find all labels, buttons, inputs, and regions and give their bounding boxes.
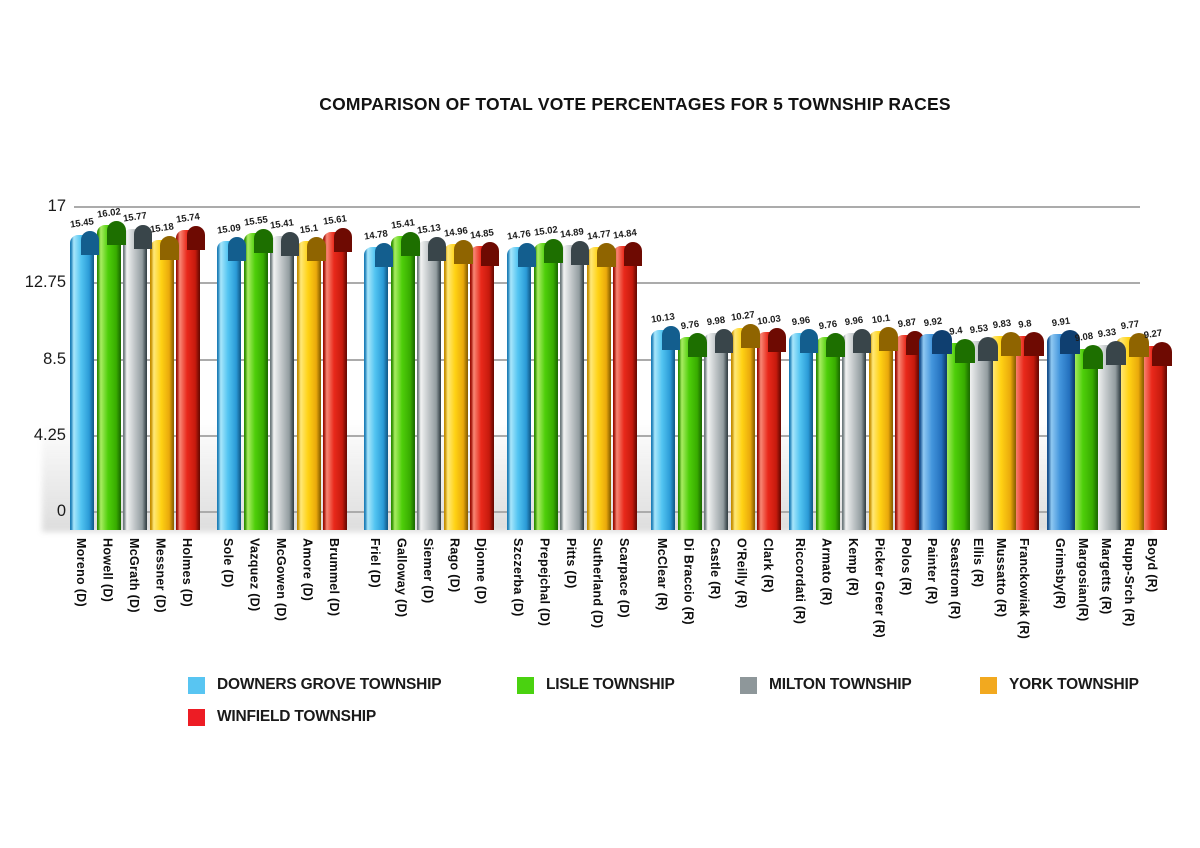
legend-label: DOWNERS GROVE TOWNSHIP <box>217 676 442 693</box>
bar <box>1047 330 1080 530</box>
bar <box>123 225 152 530</box>
candidate-label: Sutherland (D) <box>590 538 605 629</box>
candidate-label: Kemp (R) <box>846 538 860 596</box>
candidate-label: Polos (R) <box>899 538 913 596</box>
bar <box>651 326 680 530</box>
bar <box>96 220 126 530</box>
y-tick-label: 12.75 <box>24 273 66 292</box>
candidate-label: Clark (R) <box>761 538 775 593</box>
legend-item: DOWNERS GROVE TOWNSHIP <box>188 676 442 694</box>
candidate-label: Painter (R) <box>925 538 939 605</box>
candidate-label: Djonne (D) <box>474 538 488 605</box>
candidate-label: Pitts (D) <box>564 538 578 589</box>
candidate-label: Mussatto (R) <box>994 538 1008 618</box>
candidate-label: Scarpace (D) <box>617 538 631 619</box>
bar-value-label: 15.61 <box>322 213 348 228</box>
bar <box>243 229 273 530</box>
bar <box>677 332 707 530</box>
candidate-label: Seastrom (R) <box>948 538 962 620</box>
candidate-label: Howell (D) <box>100 538 115 603</box>
chart-title: COMPARISON OF TOTAL VOTE PERCENTAGES FOR… <box>319 94 951 114</box>
bar <box>533 238 563 530</box>
legend-swatch <box>980 676 997 694</box>
bar <box>842 329 871 530</box>
legend-label: WINFIELD TOWNSHIP <box>217 708 377 725</box>
candidate-label: Holmes (D) <box>180 538 194 607</box>
bar <box>364 242 393 530</box>
legend-swatch <box>517 676 534 694</box>
bar <box>919 330 952 530</box>
candidate-label: Rupp-Srch (R) <box>1122 538 1136 627</box>
bar <box>149 235 179 530</box>
y-tick-label: 8.5 <box>43 349 66 368</box>
bar <box>417 236 446 530</box>
bar <box>323 227 352 530</box>
candidate-label: O'Reilly (R) <box>734 538 749 609</box>
bar <box>789 329 818 530</box>
bar <box>704 328 733 530</box>
bar <box>868 326 898 530</box>
bar <box>470 241 499 530</box>
candidate-label: McGrath (D) <box>127 538 141 613</box>
y-tick-label: 17 <box>47 197 66 215</box>
legend-item: WINFIELD TOWNSHIP <box>188 708 376 726</box>
candidate-label: McClear (R) <box>655 538 669 611</box>
legend-item: YORK TOWNSHIP <box>980 676 1139 694</box>
bar <box>613 241 642 530</box>
legend-item: MILTON TOWNSHIP <box>740 676 912 694</box>
bar <box>895 330 924 530</box>
legend-label: MILTON TOWNSHIP <box>769 676 912 693</box>
bar <box>443 239 473 530</box>
bar <box>507 243 536 530</box>
candidate-label: Grimsby(R) <box>1053 538 1067 610</box>
candidate-label: Franckowiak (R) <box>1017 538 1031 640</box>
candidate-label: Galloway (D) <box>394 538 409 618</box>
legend-swatch <box>188 708 205 726</box>
y-tick-label: 4.25 <box>33 425 66 444</box>
bar <box>217 237 246 530</box>
bar-value-label: 15.74 <box>175 210 201 226</box>
legend-swatch <box>740 676 757 694</box>
candidate-label: Sole (D) <box>221 538 235 588</box>
bar <box>815 332 845 530</box>
candidate-label: McGowen (D) <box>274 538 288 622</box>
bar <box>296 237 326 530</box>
candidate-label: Castle (R) <box>708 538 722 600</box>
candidate-label: Margetts (R) <box>1099 538 1113 615</box>
candidate-label: Boyd (R) <box>1145 538 1159 593</box>
candidate-label: Prepejchal (D) <box>537 538 552 627</box>
candidate-label: Friel (D) <box>368 538 382 588</box>
bar <box>560 240 589 530</box>
candidate-label: Siemer (D) <box>421 538 435 604</box>
gridline <box>74 206 1140 208</box>
y-tick-label: 0 <box>56 502 66 520</box>
candidate-label: Picker Greer (R) <box>872 538 887 638</box>
candidate-label: Ellis (R) <box>971 538 985 588</box>
candidate-label: Vazquez (D) <box>247 538 262 612</box>
bar <box>390 231 420 530</box>
candidate-label: Szczerba (D) <box>511 538 525 617</box>
candidate-label: Armato (R) <box>819 538 834 606</box>
bar <box>730 323 760 530</box>
candidate-label: Messner (D) <box>153 538 168 613</box>
legend-swatch <box>188 676 205 694</box>
bar <box>586 243 616 530</box>
candidate-label: Rago (D) <box>447 538 462 593</box>
bar <box>176 225 205 530</box>
candidate-label: Riccordati (R) <box>793 538 807 625</box>
bar <box>757 328 786 530</box>
legend-item: LISLE TOWNSHIP <box>517 676 675 694</box>
candidate-label: Brummel (D) <box>327 538 341 617</box>
candidate-label: Amore (D) <box>300 538 315 602</box>
bar <box>270 231 299 530</box>
bar <box>70 230 99 530</box>
candidate-label: Moreno (D) <box>74 538 88 607</box>
legend-label: LISLE TOWNSHIP <box>546 676 675 693</box>
candidate-label: Margosian(R) <box>1076 538 1090 622</box>
candidate-label: Di Braccio (R) <box>681 538 696 625</box>
legend-label: YORK TOWNSHIP <box>1009 676 1139 693</box>
